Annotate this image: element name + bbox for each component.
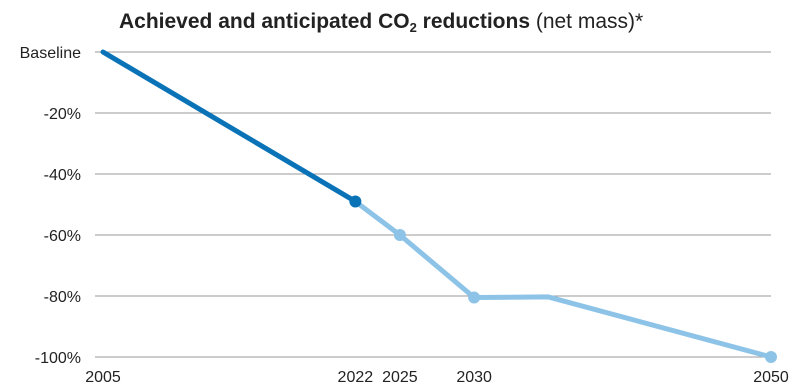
data-point-marker	[468, 291, 481, 304]
series-lines	[100, 49, 774, 360]
y-tick-label: -80%	[44, 289, 81, 306]
x-tick-label: 2022	[338, 369, 374, 385]
chart-title: Achieved and anticipated CO2 reductions …	[119, 10, 643, 34]
data-point-marker	[393, 229, 406, 241]
y-tick-label: -20%	[44, 106, 81, 123]
series-markers	[349, 195, 777, 363]
y-axis-ticks: Baseline -20% -40% -60% -80% -100%	[20, 45, 81, 367]
data-point-marker	[349, 195, 362, 208]
series-line-achieved	[100, 49, 358, 204]
x-tick-label: 2050	[753, 369, 789, 385]
y-tick-label: -60%	[44, 228, 81, 245]
x-tick-label: 2025	[382, 369, 418, 385]
title-bold-prefix: Achieved and anticipated CO	[119, 10, 410, 33]
x-tick-label: 2005	[85, 369, 121, 385]
series-line-anticipated	[352, 198, 774, 360]
gridlines	[95, 51, 771, 358]
data-point-marker	[765, 351, 777, 363]
x-axis-ticks: 2005 2022 2025 2030 2050	[85, 369, 789, 385]
x-tick-label: 2030	[456, 369, 492, 385]
title-normal-suffix: (net mass)*	[530, 10, 644, 33]
y-tick-label: -100%	[35, 350, 81, 367]
title-subscript: 2	[409, 20, 417, 35]
title-bold-suffix: reductions	[416, 10, 530, 33]
y-tick-label: -40%	[44, 167, 81, 184]
y-tick-label: Baseline	[20, 45, 81, 62]
